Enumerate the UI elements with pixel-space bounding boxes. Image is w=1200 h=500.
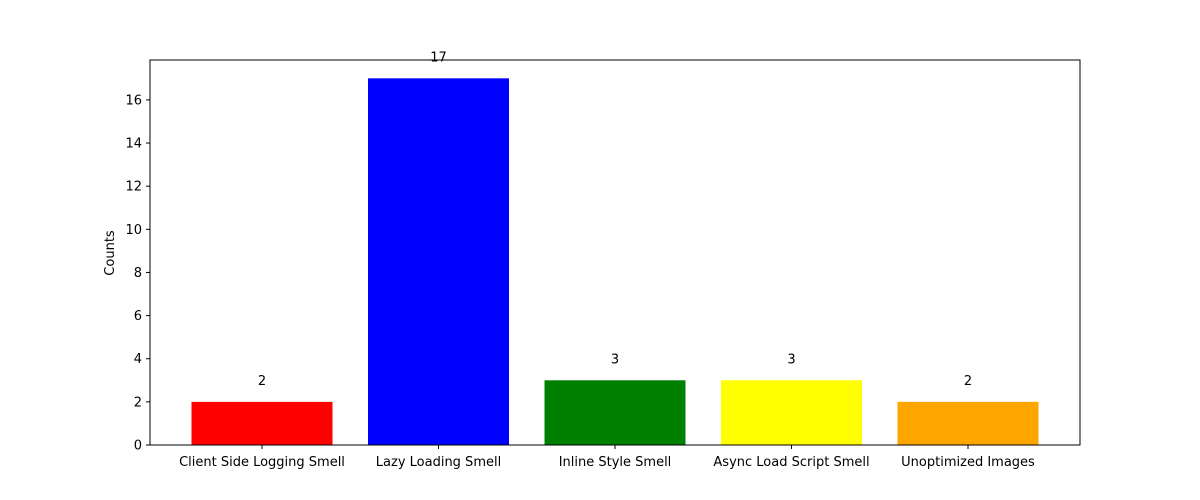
x-tick-label-2: Lazy Loading Smell (376, 455, 501, 470)
x-tick-label-3: Inline Style Smell (559, 455, 672, 470)
bar-value-label-3: 3 (611, 352, 619, 367)
bar-value-label-1: 2 (258, 374, 266, 389)
bar-2 (368, 78, 509, 445)
x-tick-label-4: Async Load Script Smell (713, 455, 869, 470)
bar-value-label-5: 2 (964, 374, 972, 389)
data-labels-layer: 2 17 3 3 2 (258, 50, 972, 389)
y-tick-label-4: 8 (134, 266, 142, 281)
y-tick-label-1: 2 (134, 395, 142, 410)
y-tick-label-5: 10 (125, 223, 142, 238)
y-tick-label-2: 4 (134, 352, 142, 367)
bar-3 (544, 380, 686, 445)
bar-5 (897, 401, 1039, 445)
y-tick-label-0: 0 (134, 439, 142, 454)
y-axis-title: Counts (103, 230, 118, 276)
y-tick-label-6: 12 (125, 180, 142, 195)
bar-value-label-4: 3 (787, 352, 795, 367)
x-tick-label-5: Unoptimized Images (901, 455, 1035, 470)
y-tick-label-7: 14 (125, 137, 142, 152)
bar-value-label-2: 17 (430, 50, 447, 65)
x-axis: Client Side Logging Smell Lazy Loading Sm… (179, 445, 1035, 470)
y-tick-label-3: 6 (134, 309, 142, 324)
bars-layer (191, 78, 1039, 445)
x-tick-label-1: Client Side Logging Smell (179, 455, 345, 470)
y-axis: 0 2 4 6 8 10 12 14 16 (125, 93, 150, 454)
bar-4 (721, 380, 862, 445)
y-tick-label-8: 16 (125, 93, 142, 108)
plot-frame (149, 59, 1081, 446)
bar-1 (191, 401, 333, 445)
